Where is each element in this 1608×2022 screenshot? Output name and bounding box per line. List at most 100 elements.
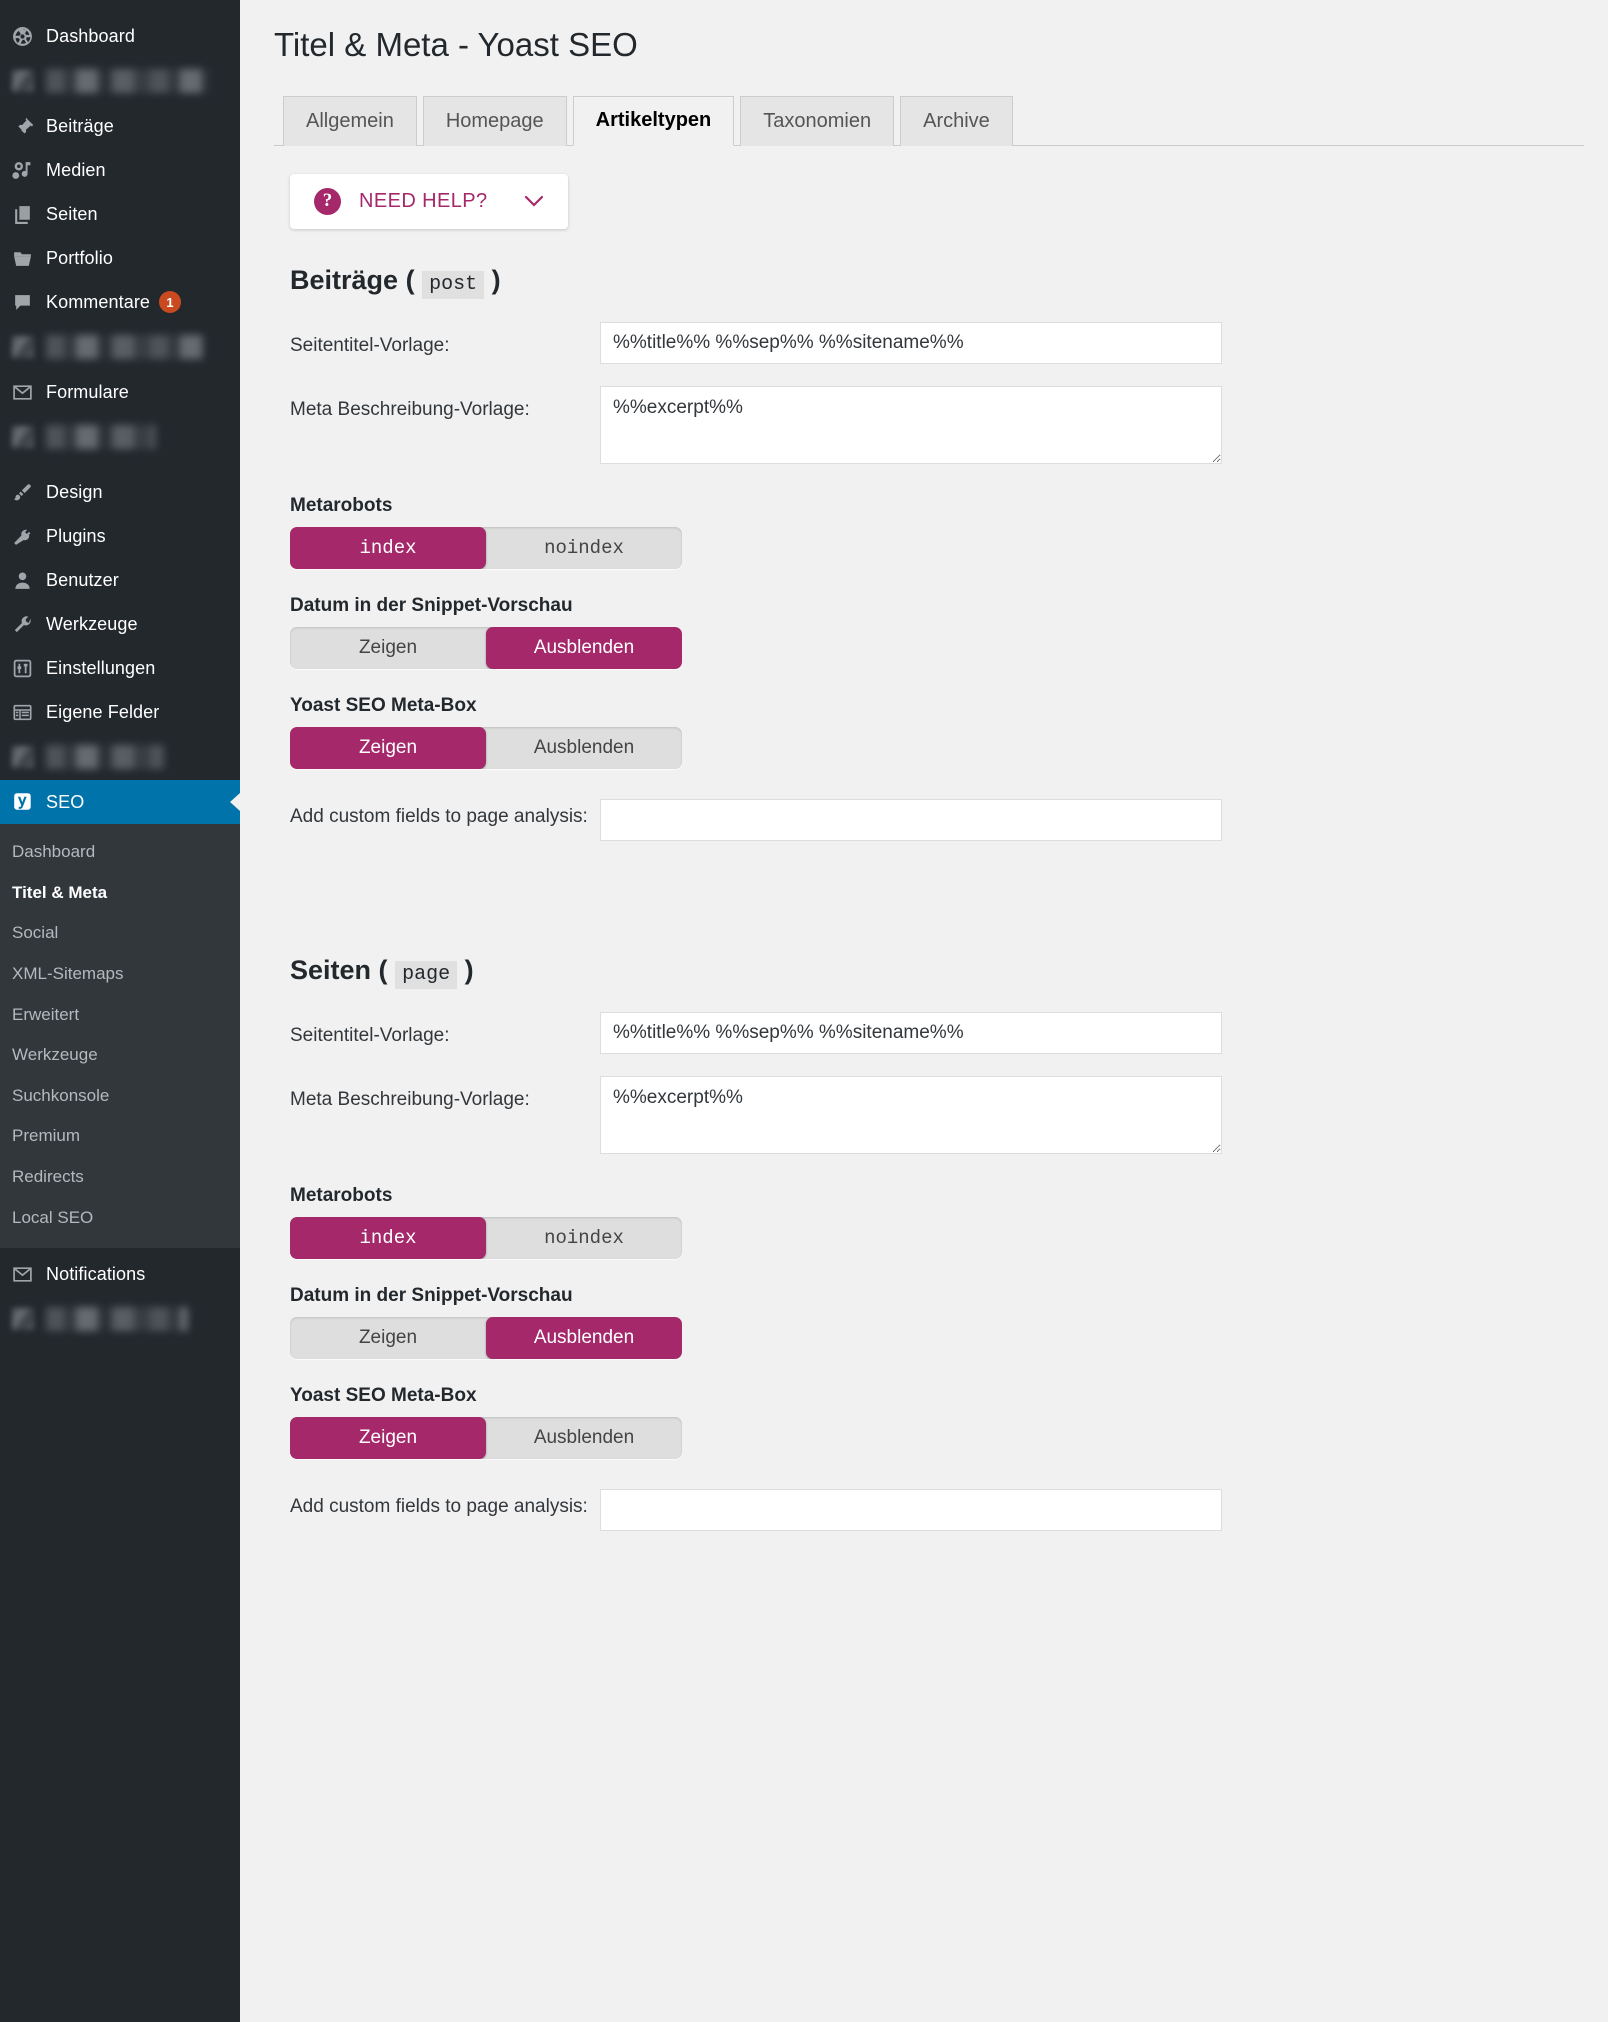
- metabox-option-show[interactable]: Zeigen: [290, 1416, 486, 1459]
- tab-allgemein[interactable]: Allgemein: [283, 95, 417, 146]
- chevron-down-icon: [500, 195, 544, 208]
- table-icon: [12, 702, 46, 723]
- sidebar-item-beitraege[interactable]: Beiträge: [0, 104, 240, 148]
- sidebar-item-seiten[interactable]: Seiten: [0, 192, 240, 236]
- sidebar-item-einstellungen[interactable]: Einstellungen: [0, 646, 240, 690]
- comment-icon: [12, 292, 46, 313]
- submenu-item-redirects[interactable]: Redirects: [12, 1167, 84, 1187]
- metarobots-option-index[interactable]: index: [290, 526, 486, 569]
- metarobots-option-noindex[interactable]: noindex: [544, 1226, 624, 1249]
- sidebar-item-kommentare[interactable]: Kommentare 1: [0, 280, 240, 324]
- field-label-meta-description: Meta Beschreibung-Vorlage:: [290, 398, 530, 420]
- meta-description-textarea[interactable]: %%excerpt%%: [600, 385, 1222, 464]
- need-help-button[interactable]: ? NEED HELP?: [290, 173, 568, 229]
- submenu-item-erweitert[interactable]: Erweitert: [12, 1004, 80, 1024]
- comment-count-badge: 1: [159, 291, 182, 313]
- sidebar-item-redacted[interactable]: [0, 324, 240, 370]
- sidebar-item-redacted[interactable]: [0, 734, 240, 780]
- page-title: Titel & Meta - Yoast SEO: [274, 26, 638, 63]
- sidebar-item-label: Einstellungen: [46, 657, 156, 678]
- tab-taxonomien[interactable]: Taxonomien: [740, 95, 895, 146]
- metabox-toggle[interactable]: Zeigen Ausblenden: [290, 1416, 682, 1459]
- tab-homepage[interactable]: Homepage: [422, 95, 567, 146]
- sidebar-item-formulare[interactable]: Formulare: [0, 370, 240, 414]
- metabox-option-hide[interactable]: Ausblenden: [533, 736, 635, 758]
- section-code: post: [422, 270, 485, 299]
- metarobots-option-index[interactable]: index: [290, 1216, 486, 1259]
- custom-fields-input[interactable]: [600, 1488, 1222, 1531]
- sidebar-item-label: Plugins: [46, 525, 106, 546]
- sidebar-item-dashboard[interactable]: Dashboard: [0, 14, 240, 58]
- submenu-item-xml-sitemaps[interactable]: XML-Sitemaps: [12, 963, 124, 983]
- sidebar-item-portfolio[interactable]: Portfolio: [0, 236, 240, 280]
- switch-group-metarobots: Metarobots index noindex: [290, 495, 1608, 569]
- sidebar-divider: [0, 460, 240, 470]
- form-row-meta-description: Meta Beschreibung-Vorlage: %%excerpt%%: [290, 1075, 1608, 1159]
- title-template-input[interactable]: [600, 321, 1222, 364]
- redacted-icon: [12, 426, 34, 448]
- brush-icon: [12, 482, 46, 503]
- title-template-input[interactable]: [600, 1011, 1222, 1054]
- sidebar-item-label: Design: [46, 481, 103, 502]
- metabox-toggle[interactable]: Zeigen Ausblenden: [290, 726, 682, 769]
- submenu-item-suchkonsole[interactable]: Suchkonsole: [12, 1085, 110, 1105]
- sidebar-item-werkzeuge[interactable]: Werkzeuge: [0, 602, 240, 646]
- sidebar-item-notifications[interactable]: Notifications: [0, 1252, 240, 1296]
- snippet-date-option-show[interactable]: Zeigen: [358, 1326, 418, 1348]
- section-code: page: [395, 960, 458, 989]
- submenu-item-titel-meta[interactable]: Titel & Meta: [12, 882, 108, 902]
- sidebar-item-label: Medien: [46, 159, 106, 180]
- sidebar-item-label: Portfolio: [46, 247, 113, 268]
- metarobots-toggle[interactable]: index noindex: [290, 526, 682, 569]
- switch-group-snippet-date: Datum in der Snippet-Vorschau Zeigen Aus…: [290, 1285, 1608, 1359]
- sidebar-item-redacted[interactable]: [0, 58, 240, 104]
- wrench-icon: [12, 614, 46, 635]
- sidebar-item-seo[interactable]: SEO: [0, 780, 240, 824]
- metarobots-option-noindex[interactable]: noindex: [544, 536, 624, 559]
- tab-artikeltypen[interactable]: Artikeltypen: [572, 95, 735, 146]
- switch-legend-metabox: Yoast SEO Meta-Box: [290, 1384, 477, 1406]
- snippet-date-option-show[interactable]: Zeigen: [358, 636, 418, 658]
- snippet-date-option-hide[interactable]: Ausblenden: [486, 1316, 682, 1359]
- field-label-meta-description: Meta Beschreibung-Vorlage:: [290, 1088, 530, 1110]
- submenu-item-social[interactable]: Social: [12, 923, 59, 943]
- sidebar-item-benutzer[interactable]: Benutzer: [0, 558, 240, 602]
- tab-archive[interactable]: Archive: [900, 95, 1013, 146]
- folder-icon: [12, 248, 46, 269]
- sidebar-item-eigene-felder[interactable]: Eigene Felder: [0, 690, 240, 734]
- section-paren-open: (: [378, 954, 388, 985]
- submenu-item-local-seo[interactable]: Local SEO: [12, 1207, 94, 1227]
- snippet-date-toggle[interactable]: Zeigen Ausblenden: [290, 626, 682, 669]
- submenu-item-dashboard[interactable]: Dashboard: [12, 842, 96, 861]
- submenu-item-premium[interactable]: Premium: [12, 1126, 81, 1146]
- metarobots-toggle[interactable]: index noindex: [290, 1216, 682, 1259]
- metabox-option-hide[interactable]: Ausblenden: [533, 1426, 635, 1448]
- switch-legend-metabox: Yoast SEO Meta-Box: [290, 694, 477, 716]
- sidebar-item-label: Kommentare: [46, 291, 151, 312]
- meta-description-textarea[interactable]: %%excerpt%%: [600, 1075, 1222, 1154]
- sidebar-item-redacted[interactable]: [0, 414, 240, 460]
- custom-fields-input[interactable]: [600, 798, 1222, 841]
- switch-legend-snippet-date: Datum in der Snippet-Vorschau: [290, 1284, 573, 1306]
- submenu-item-werkzeuge[interactable]: Werkzeuge: [12, 1045, 98, 1065]
- post-type-section-page: Seiten ( page ) Seitentitel-Vorlage: Met…: [290, 955, 1608, 1531]
- snippet-date-option-hide[interactable]: Ausblenden: [486, 626, 682, 669]
- sidebar-item-label: Beiträge: [46, 115, 114, 136]
- field-label-title-template: Seitentitel-Vorlage:: [290, 1024, 450, 1046]
- metabox-option-show[interactable]: Zeigen: [290, 726, 486, 769]
- sidebar-item-label: Eigene Felder: [46, 701, 160, 722]
- redacted-label: [46, 745, 164, 769]
- redacted-icon: [12, 336, 34, 358]
- snippet-date-toggle[interactable]: Zeigen Ausblenden: [290, 1316, 682, 1359]
- sidebar-item-medien[interactable]: Medien: [0, 148, 240, 192]
- redacted-label: [46, 1307, 188, 1332]
- switch-group-metarobots: Metarobots index noindex: [290, 1185, 1608, 1259]
- sidebar-item-plugins[interactable]: Plugins: [0, 514, 240, 558]
- sidebar-item-label: Werkzeuge: [46, 613, 138, 634]
- sidebar-item-design[interactable]: Design: [0, 470, 240, 514]
- form-row-title-template: Seitentitel-Vorlage:: [290, 321, 1608, 364]
- sidebar-item-redacted[interactable]: [0, 1296, 240, 1342]
- section-title-text: Seiten: [290, 954, 372, 985]
- need-help-label: NEED HELP?: [359, 189, 488, 212]
- yoast-icon: [12, 791, 46, 813]
